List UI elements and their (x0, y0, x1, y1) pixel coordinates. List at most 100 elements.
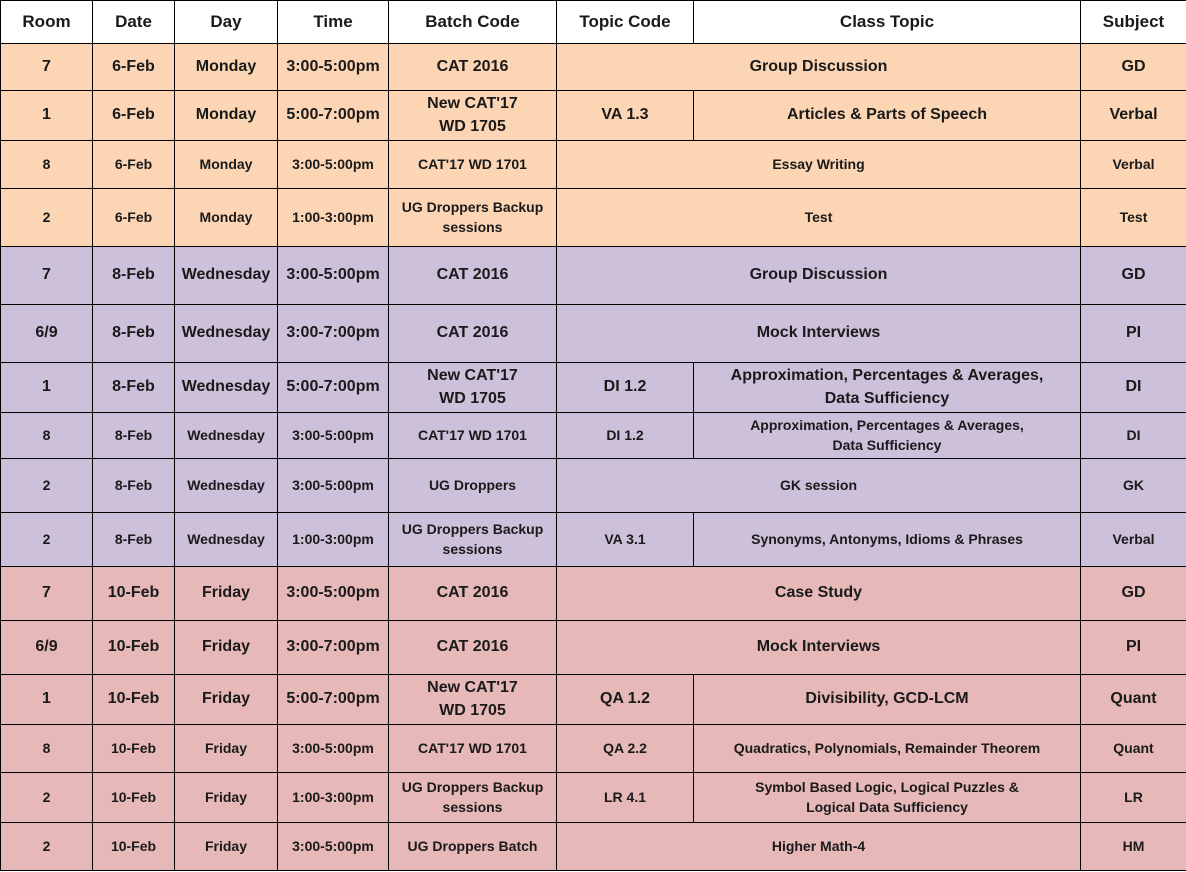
batch-cell: UG Droppers (388, 458, 557, 513)
topic-cell: Articles & Parts of Speech (693, 90, 1081, 141)
room-cell: 2 (0, 772, 93, 823)
day-cell: Monday (174, 90, 278, 141)
table-row: 6/9 8-Feb Wednesday 3:00-7:00pm CAT 2016 Mock… (0, 304, 1186, 363)
subject-cell: Test (1080, 188, 1186, 247)
topic-cell: Approximation, Percentages & Averages, D… (693, 362, 1081, 413)
room-cell: 8 (0, 724, 93, 773)
date-cell: 6-Feb (92, 140, 175, 189)
topic-code-cell: QA 1.2 (556, 674, 694, 725)
time-cell: 3:00-7:00pm (277, 620, 389, 675)
subject-cell: Quant (1080, 724, 1186, 773)
table-row: 6/9 10-Feb Friday 3:00-7:00pm CAT 2016 Mock I… (0, 620, 1186, 675)
table-row: 2 8-Feb Wednesday 1:00-3:00pm UG Droppers Ba… (0, 512, 1186, 567)
table-row: 2 10-Feb Friday 1:00-3:00pm UG Droppers Back… (0, 772, 1186, 823)
time-cell: 5:00-7:00pm (277, 362, 389, 413)
room-cell: 2 (0, 188, 93, 247)
day-cell: Wednesday (174, 246, 278, 305)
subject-cell: Verbal (1080, 90, 1186, 141)
topic-cell: Quadratics, Polynomials, Remainder Theor… (693, 724, 1081, 773)
topic-cell: Synonyms, Antonyms, Idioms & Phrases (693, 512, 1081, 567)
header-cell: Time (277, 0, 389, 44)
room-cell: 1 (0, 362, 93, 413)
table-row: 1 10-Feb Friday 5:00-7:00pm New CAT'17 WD 17… (0, 674, 1186, 725)
date-cell: 8-Feb (92, 362, 175, 413)
topic-code-cell: DI 1.2 (556, 412, 694, 459)
table-body: 7 6-Feb Monday 3:00-5:00pm CAT 2016 Group Dis… (0, 43, 1186, 871)
time-cell: 3:00-5:00pm (277, 140, 389, 189)
batch-cell: CAT 2016 (388, 566, 557, 621)
day-cell: Friday (174, 822, 278, 871)
room-cell: 6/9 (0, 620, 93, 675)
time-cell: 1:00-3:00pm (277, 512, 389, 567)
time-cell: 3:00-5:00pm (277, 246, 389, 305)
room-cell: 1 (0, 674, 93, 725)
subject-cell: Quant (1080, 674, 1186, 725)
date-cell: 10-Feb (92, 620, 175, 675)
time-cell: 1:00-3:00pm (277, 188, 389, 247)
table-row: 8 6-Feb Monday 3:00-5:00pm CAT'17 WD 1701 Ess… (0, 140, 1186, 189)
room-cell: 1 (0, 90, 93, 141)
day-cell: Monday (174, 140, 278, 189)
batch-cell: CAT 2016 (388, 304, 557, 363)
time-cell: 3:00-5:00pm (277, 412, 389, 459)
date-cell: 8-Feb (92, 458, 175, 513)
time-cell: 5:00-7:00pm (277, 90, 389, 141)
time-cell: 3:00-5:00pm (277, 458, 389, 513)
date-cell: 6-Feb (92, 43, 175, 91)
batch-cell: CAT 2016 (388, 246, 557, 305)
batch-cell: UG Droppers Backup sessions (388, 188, 557, 247)
table-row: 8 8-Feb Wednesday 3:00-5:00pm CAT'17 WD 1701… (0, 412, 1186, 459)
room-cell: 8 (0, 140, 93, 189)
subject-cell: PI (1080, 304, 1186, 363)
batch-cell: New CAT'17 WD 1705 (388, 90, 557, 141)
batch-cell: UG Droppers Backup sessions (388, 512, 557, 567)
room-cell: 2 (0, 512, 93, 567)
room-cell: 7 (0, 566, 93, 621)
topic-code-cell: DI 1.2 (556, 362, 694, 413)
header-cell: Subject (1080, 0, 1186, 44)
topic-code-cell: VA 1.3 (556, 90, 694, 141)
topic-cell: Group Discussion (556, 43, 1081, 91)
day-cell: Wednesday (174, 512, 278, 567)
batch-cell: UG Droppers Batch (388, 822, 557, 871)
day-cell: Wednesday (174, 458, 278, 513)
subject-cell: HM (1080, 822, 1186, 871)
subject-cell: GD (1080, 246, 1186, 305)
topic-cell: Higher Math-4 (556, 822, 1081, 871)
table-row: 8 10-Feb Friday 3:00-5:00pm CAT'17 WD 1701 QA… (0, 724, 1186, 773)
topic-cell: GK session (556, 458, 1081, 513)
day-cell: Friday (174, 566, 278, 621)
table-row: 2 6-Feb Monday 1:00-3:00pm UG Droppers Backu… (0, 188, 1186, 247)
day-cell: Monday (174, 43, 278, 91)
batch-cell: New CAT'17 WD 1705 (388, 674, 557, 725)
day-cell: Wednesday (174, 412, 278, 459)
room-cell: 7 (0, 246, 93, 305)
batch-cell: CAT 2016 (388, 43, 557, 91)
room-cell: 8 (0, 412, 93, 459)
day-cell: Friday (174, 772, 278, 823)
subject-cell: GD (1080, 43, 1186, 91)
subject-cell: Verbal (1080, 140, 1186, 189)
day-cell: Monday (174, 188, 278, 247)
table-row: 1 8-Feb Wednesday 5:00-7:00pm New CAT'17 WD … (0, 362, 1186, 413)
day-cell: Wednesday (174, 304, 278, 363)
header-cell: Room (0, 0, 93, 44)
day-cell: Friday (174, 620, 278, 675)
subject-cell: PI (1080, 620, 1186, 675)
table-row: 7 8-Feb Wednesday 3:00-5:00pm CAT 2016 Group … (0, 246, 1186, 305)
room-cell: 2 (0, 458, 93, 513)
topic-cell: Essay Writing (556, 140, 1081, 189)
header-cell: Date (92, 0, 175, 44)
time-cell: 5:00-7:00pm (277, 674, 389, 725)
date-cell: 8-Feb (92, 246, 175, 305)
topic-cell: Test (556, 188, 1081, 247)
topic-code-cell: QA 2.2 (556, 724, 694, 773)
time-cell: 3:00-5:00pm (277, 43, 389, 91)
date-cell: 10-Feb (92, 566, 175, 621)
subject-cell: DI (1080, 362, 1186, 413)
date-cell: 10-Feb (92, 724, 175, 773)
room-cell: 7 (0, 43, 93, 91)
table-row: 2 10-Feb Friday 3:00-5:00pm UG Droppers Batc… (0, 822, 1186, 871)
